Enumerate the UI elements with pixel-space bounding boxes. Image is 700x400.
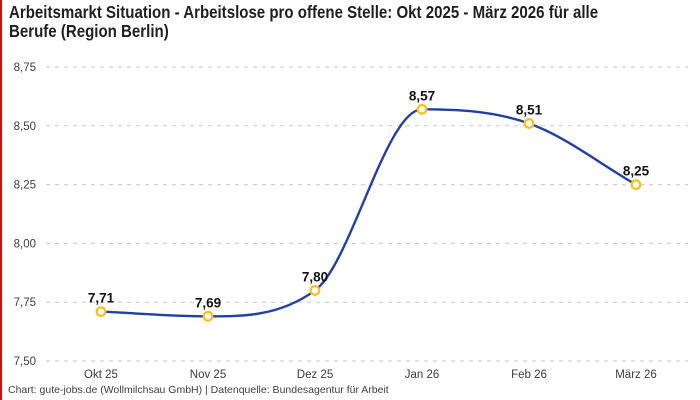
point-label: 7,69 <box>195 295 221 310</box>
y-tick-label: 8,00 <box>14 238 36 250</box>
point-label: 7,71 <box>88 291 115 306</box>
y-tick-label: 8,50 <box>14 121 36 133</box>
y-tick-label: 8,75 <box>14 62 36 74</box>
point-label: 8,25 <box>623 164 650 179</box>
footer-credit: Chart: gute-jobs.de (Wollmilchsau GmbH) … <box>8 384 389 396</box>
data-point-marker <box>630 179 642 191</box>
point-label: 7,80 <box>302 269 328 284</box>
x-tick-label: Okt 25 <box>84 369 118 381</box>
y-tick-label: 7,50 <box>14 356 36 368</box>
data-point-marker <box>309 285 321 296</box>
y-tick-label: 8,25 <box>14 180 36 192</box>
x-tick-label: Nov 25 <box>190 369 226 381</box>
data-point-marker <box>202 310 214 322</box>
point-label: 8,51 <box>516 102 543 117</box>
chart-title: Arbeitsmarkt Situation - Arbeitslose pro… <box>9 3 694 41</box>
x-tick-label: Jan 26 <box>405 369 440 381</box>
x-tick-label: Dez 25 <box>297 369 333 381</box>
chart-title-line-1: Arbeitsmarkt Situation - Arbeitslose pro… <box>9 2 599 22</box>
y-tick-label: 7,75 <box>14 297 36 309</box>
x-tick-label: März 26 <box>615 369 657 381</box>
x-tick-label: Feb 26 <box>511 369 547 381</box>
chart-title-line-2: Berufe (Region Berlin) <box>9 21 169 41</box>
data-point-marker <box>416 103 428 115</box>
point-label: 8,57 <box>409 88 435 103</box>
left-accent-bar <box>0 0 2 400</box>
data-point-marker <box>523 118 535 129</box>
data-line <box>99 108 638 318</box>
data-point-marker <box>95 306 107 318</box>
